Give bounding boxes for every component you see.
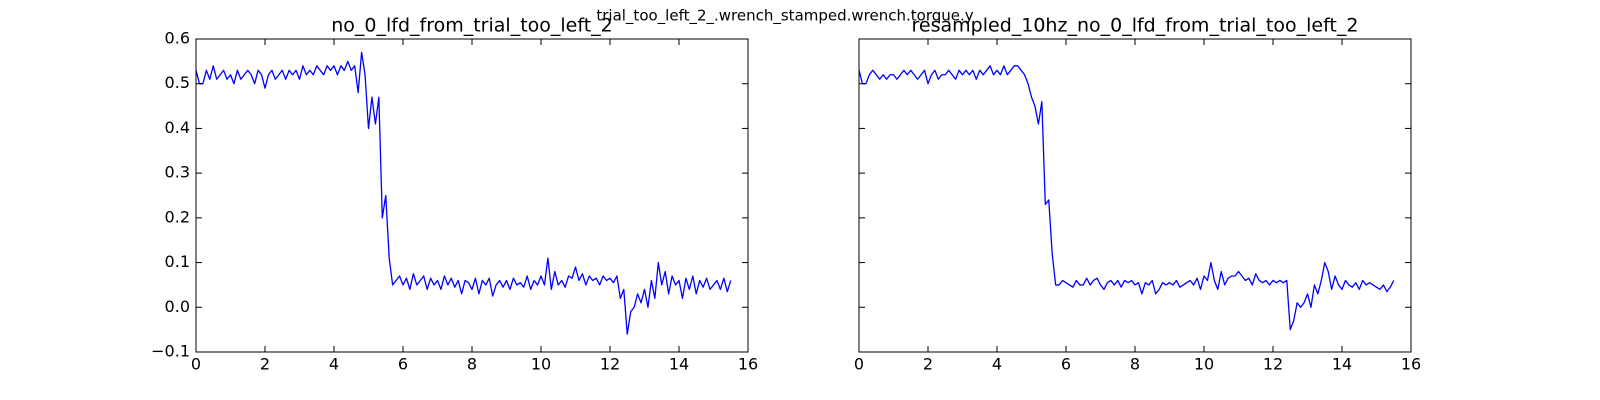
subplot-title: no_0_lfd_from_trial_too_left_2 <box>331 15 613 37</box>
subplot-title: resampled_10hz_no_0_lfd_from_trial_too_l… <box>912 15 1359 37</box>
y-tick-label: 0.2 <box>165 207 190 226</box>
figure-title: trial_too_left_2_.wrench_stamped.wrench.… <box>596 7 973 26</box>
x-tick-label: 16 <box>1401 355 1421 374</box>
x-tick-label: 8 <box>1130 355 1140 374</box>
x-tick-label: 16 <box>738 355 758 374</box>
plot-area <box>196 51 732 335</box>
y-tick-label: 0.5 <box>165 73 190 92</box>
x-tick-label: 14 <box>669 355 689 374</box>
x-tick-label: 12 <box>1263 355 1283 374</box>
y-tick-label: 0.1 <box>165 252 190 271</box>
x-tick-label: 6 <box>398 355 408 374</box>
x-tick-label: 2 <box>923 355 933 374</box>
x-tick-label: 10 <box>1194 355 1214 374</box>
data-line <box>859 65 1395 331</box>
x-tick-label: 14 <box>1332 355 1352 374</box>
x-tick-label: 4 <box>992 355 1002 374</box>
y-tick-label: 0.0 <box>165 297 190 316</box>
plot-area <box>859 65 1395 331</box>
y-tick-label: 0.3 <box>165 163 190 182</box>
x-tick-label: 2 <box>260 355 270 374</box>
x-tick-label: 0 <box>854 355 864 374</box>
data-line <box>196 51 732 335</box>
x-tick-label: 8 <box>467 355 477 374</box>
x-tick-label: 10 <box>531 355 551 374</box>
x-tick-label: 4 <box>329 355 339 374</box>
y-tick-label: 0.6 <box>165 29 190 48</box>
x-tick-label: 0 <box>191 355 201 374</box>
y-tick-label: −0.1 <box>151 342 190 361</box>
x-tick-label: 6 <box>1061 355 1071 374</box>
x-tick-label: 12 <box>600 355 620 374</box>
y-tick-label: 0.4 <box>165 118 190 137</box>
